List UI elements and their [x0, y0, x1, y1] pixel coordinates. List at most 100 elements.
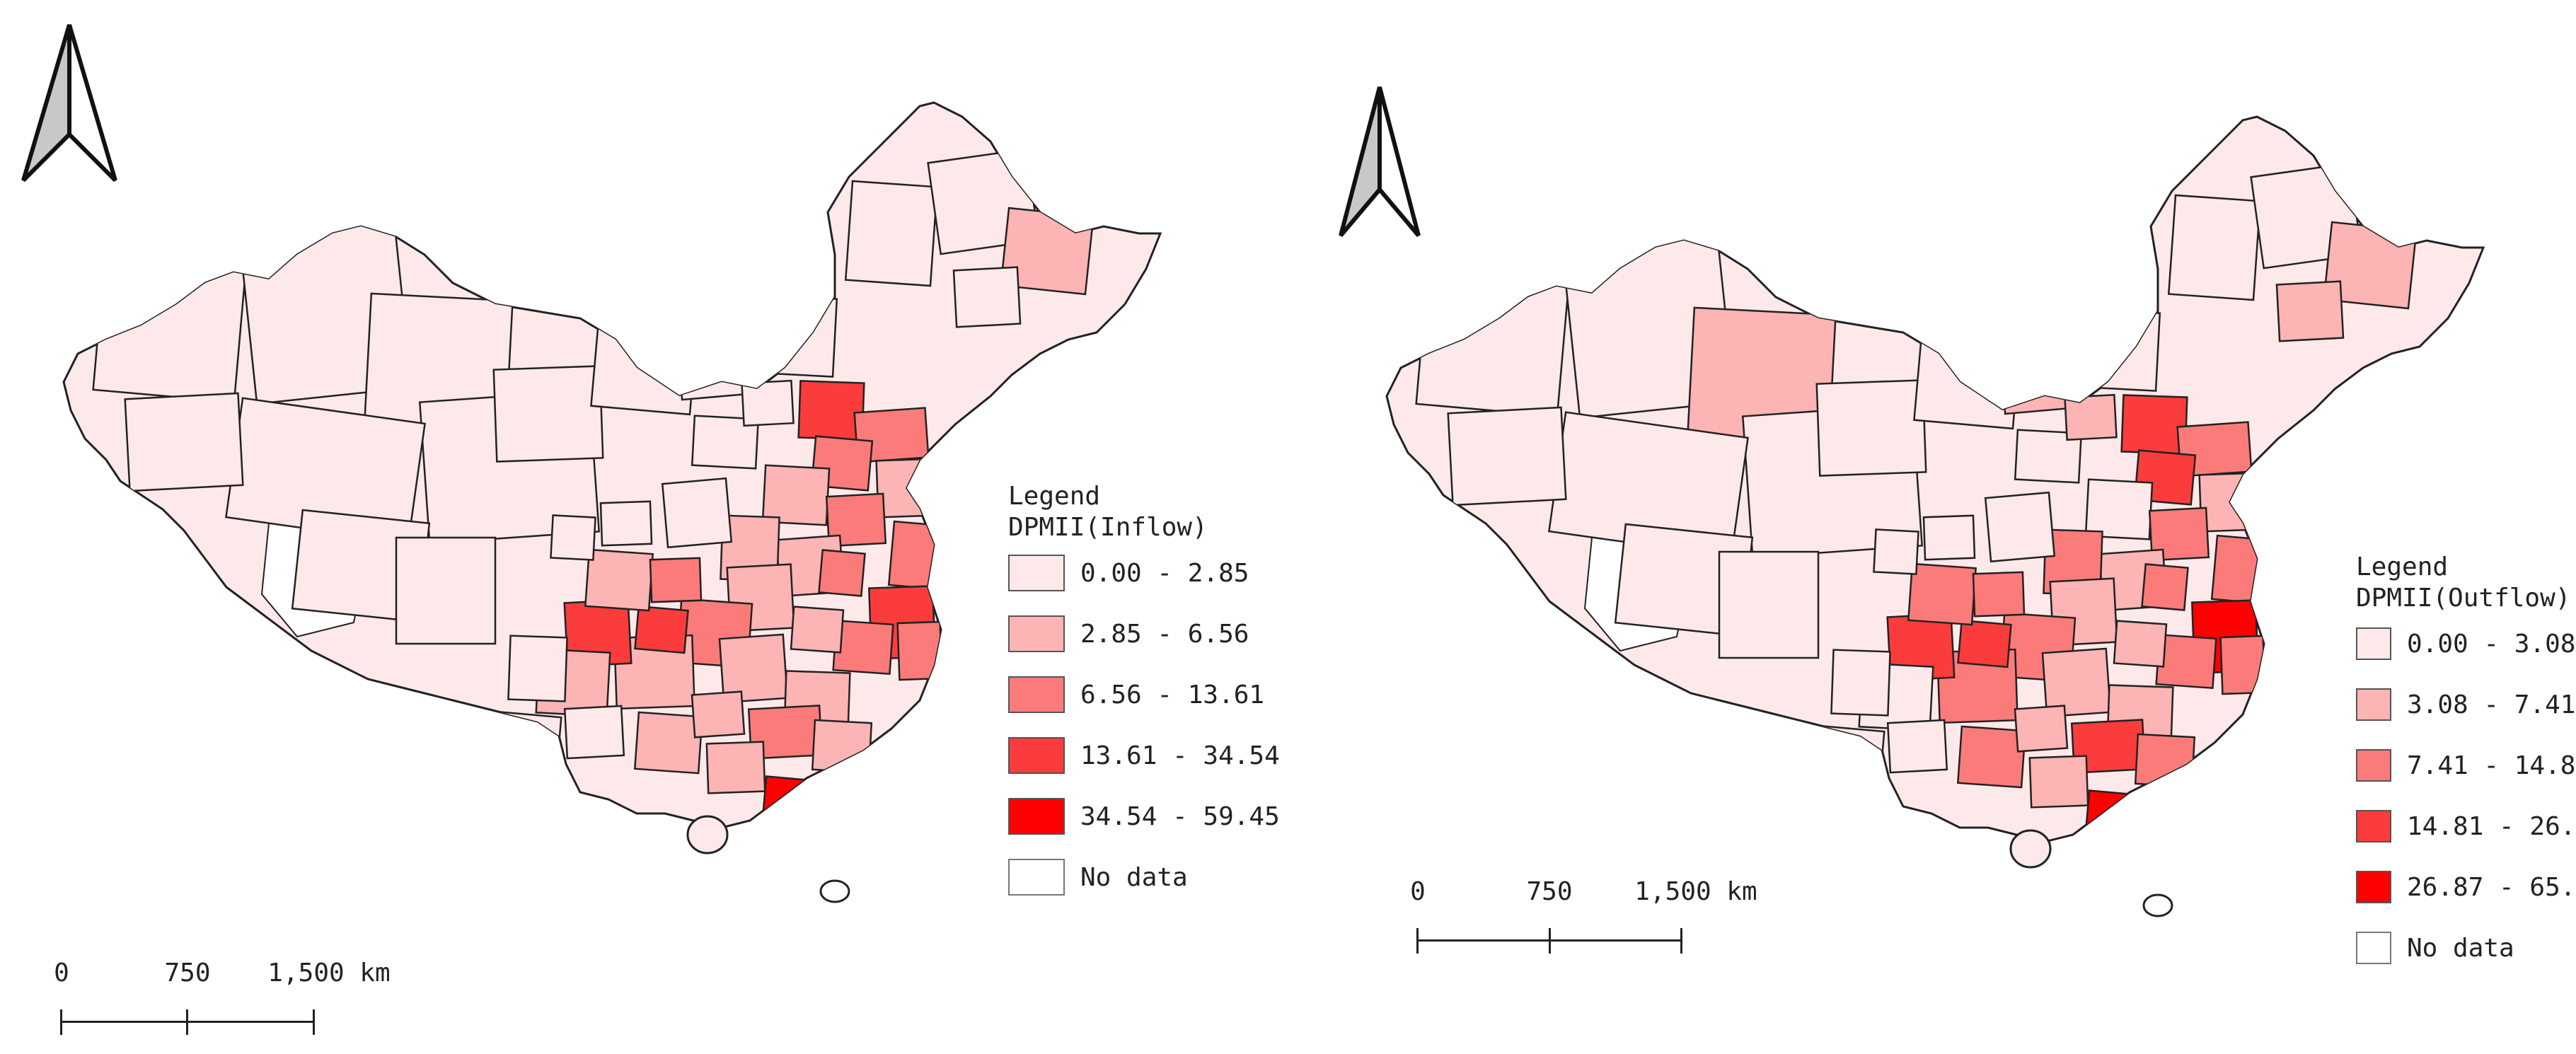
legend-label: 7.41 - 14.81	[2407, 751, 2576, 780]
region-cell	[691, 415, 760, 470]
region-cell	[2198, 472, 2259, 533]
region-cell	[92, 248, 248, 403]
scale-label-0: 0	[1410, 877, 1426, 906]
legend-item-class-1: 0.00 - 3.08	[2356, 624, 2576, 664]
scale-tick	[60, 1009, 62, 1035]
legend-swatch	[1008, 859, 1065, 896]
region-cell	[661, 477, 733, 549]
scale-tick	[1680, 928, 1682, 954]
scale-tick	[186, 1009, 188, 1035]
region-cell	[761, 775, 810, 828]
legend-label: 13.61 - 34.54	[1080, 741, 1280, 770]
inflow-choropleth-map	[62, 101, 1162, 903]
legend-label: 6.56 - 13.61	[1080, 680, 1265, 710]
region-cell	[1415, 262, 1571, 417]
scale-tick	[1549, 928, 1551, 954]
region-cell	[2084, 478, 2154, 540]
region-cell	[2120, 394, 2188, 455]
legend-swatch	[2356, 749, 2391, 782]
region-cell	[2141, 563, 2189, 611]
island-region	[2009, 829, 2052, 869]
region-cell	[1984, 491, 2056, 563]
region-cell	[2210, 534, 2268, 605]
legend-swatch	[1008, 555, 1065, 591]
inflow-map-panel: Legend DPMII(Inflow) 0.00 - 2.85 2.85 - …	[21, 24, 1280, 1036]
region-cell	[550, 514, 596, 561]
region-cell	[1815, 379, 1927, 477]
region-cell	[790, 606, 845, 654]
scale-label-750: 750	[1526, 877, 1573, 906]
region-cell	[2148, 506, 2210, 562]
legend-item-class-4: 14.81 - 26.87	[2356, 806, 2576, 846]
region-cell	[492, 710, 562, 775]
region-cell	[1957, 619, 2012, 668]
legend-item-class-5: 26.87 - 65.35	[2356, 867, 2576, 907]
legend-label: 34.54 - 59.45	[1080, 801, 1280, 831]
region-cell	[761, 294, 838, 378]
region-cell	[1873, 528, 1919, 575]
legend-item-no-data: No data	[1008, 857, 1280, 897]
legend-item-class-2: 2.85 - 6.56	[1008, 614, 1280, 654]
legend-swatch	[2356, 932, 2391, 964]
region-cell	[2064, 393, 2118, 441]
small-island	[819, 879, 850, 903]
region-cell	[563, 705, 625, 760]
region-cell	[1886, 719, 1948, 774]
region-cell	[634, 605, 689, 654]
region-cell	[2014, 429, 2083, 484]
region-cell	[2134, 733, 2196, 788]
small-island	[2142, 893, 2173, 917]
region-cell	[124, 392, 244, 492]
legend-swatch	[2356, 627, 2391, 660]
region-cell	[875, 458, 936, 519]
legend-item-class-3: 7.41 - 14.81	[2356, 746, 2576, 785]
legend-swatch	[1008, 798, 1065, 835]
region-cell	[2014, 705, 2069, 753]
region-cell	[761, 464, 831, 526]
region-cell	[649, 557, 703, 603]
legend-item-class-4: 13.61 - 34.54	[1008, 736, 1280, 775]
legend-label: 26.87 - 65.35	[2407, 872, 2576, 902]
outflow-legend: Legend DPMII(Outflow) 0.00 - 3.08 3.08 -…	[2356, 552, 2576, 989]
region-cell	[1907, 562, 1977, 626]
region-cell	[1972, 571, 2026, 618]
scale-tick	[313, 1009, 315, 1035]
region-cell	[2113, 620, 2168, 668]
region-cell	[1815, 724, 1885, 789]
north-arrow-icon	[21, 24, 117, 183]
legend-title: Legend	[2356, 552, 2449, 581]
legend-label: 14.81 - 26.87	[2407, 811, 2576, 841]
region-cell	[691, 690, 746, 739]
region-cell	[2219, 635, 2266, 695]
region-cell	[2041, 647, 2112, 718]
inflow-legend: Legend DPMII(Inflow) 0.00 - 2.85 2.85 - …	[1008, 481, 1280, 918]
region-cell	[2084, 308, 2161, 392]
legend-label: 3.08 - 7.41	[2407, 690, 2576, 719]
legend-swatch	[2356, 871, 2391, 903]
region-cell	[705, 741, 766, 794]
region-cell	[1830, 649, 1891, 717]
region-cell	[1718, 550, 1820, 659]
region-cell	[584, 548, 654, 612]
north-arrow-icon	[1339, 86, 1421, 237]
region-cell	[395, 536, 497, 645]
legend-title: Legend	[1008, 482, 1101, 511]
region-cell	[2084, 789, 2133, 842]
region-cell	[825, 492, 887, 548]
legend-swatch	[1008, 615, 1065, 652]
region-cell	[1956, 725, 2027, 789]
region-cell	[2167, 194, 2262, 301]
region-cell	[887, 520, 945, 591]
scale-label-1500: 1,500 km	[267, 959, 391, 988]
legend-swatch	[1008, 676, 1065, 713]
outflow-choropleth-map	[1385, 115, 2485, 917]
scale-label-1500: 1,500 km	[1634, 877, 1757, 906]
legend-label: No data	[1080, 862, 1188, 892]
legend-item-no-data: No data	[2356, 928, 2576, 968]
region-cell	[811, 719, 873, 774]
region-cell	[741, 379, 795, 427]
region-cell	[1922, 514, 1976, 561]
inflow-scale-bar: 0 750 1,500 km	[54, 959, 456, 1036]
region-cell	[1447, 406, 1567, 506]
region-cell	[844, 180, 939, 287]
